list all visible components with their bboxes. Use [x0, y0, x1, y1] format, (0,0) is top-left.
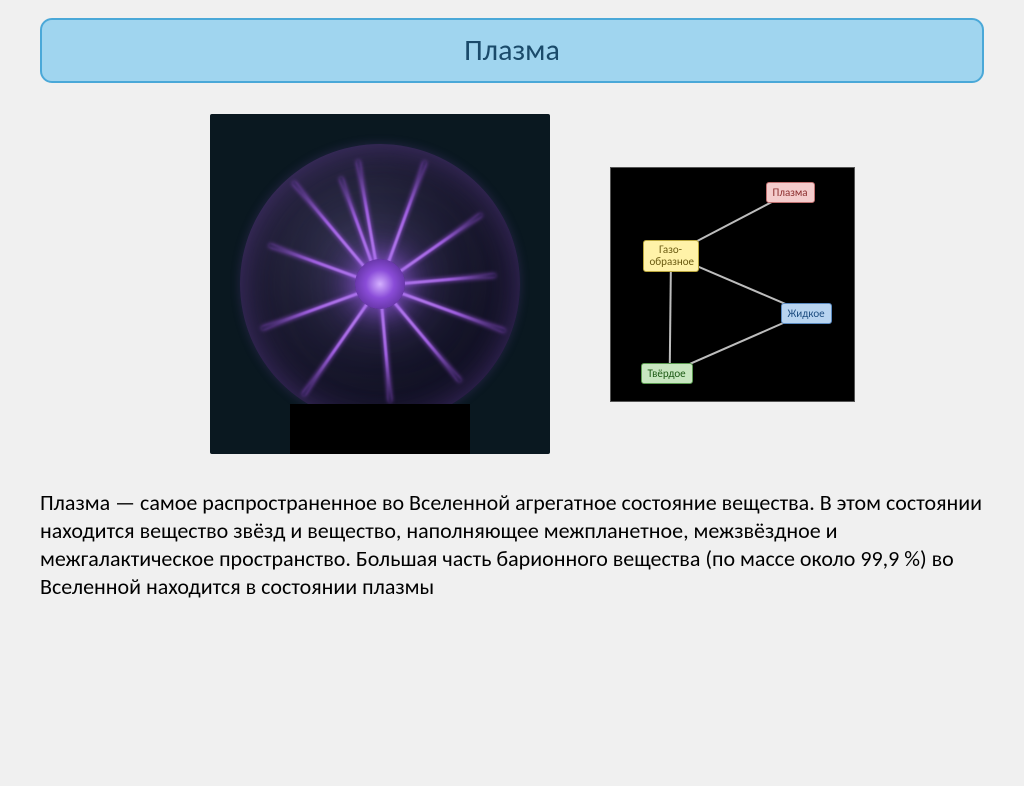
body-text: Плазма — самое распространенное во Вселе…: [40, 489, 984, 602]
plasma-sphere: [240, 144, 520, 424]
plasma-center-electrode: [355, 259, 405, 309]
diagram-node-liquid: Жидкое: [781, 303, 832, 324]
page-title: Плазма: [42, 32, 982, 69]
images-row: Плазма Газо-образное Жидкое Твёрдое: [40, 99, 984, 469]
plasma-stand: [290, 404, 470, 454]
diagram-node-plasma: Плазма: [766, 182, 815, 203]
title-banner: Плазма: [40, 18, 984, 83]
diagram-node-gas: Газо-образное: [643, 240, 699, 272]
diagram-edge: [668, 254, 671, 372]
diagram-node-solid: Твёрдое: [641, 363, 693, 384]
plasma-ball-image: [210, 114, 550, 454]
states-diagram: Плазма Газо-образное Жидкое Твёрдое: [610, 167, 855, 402]
